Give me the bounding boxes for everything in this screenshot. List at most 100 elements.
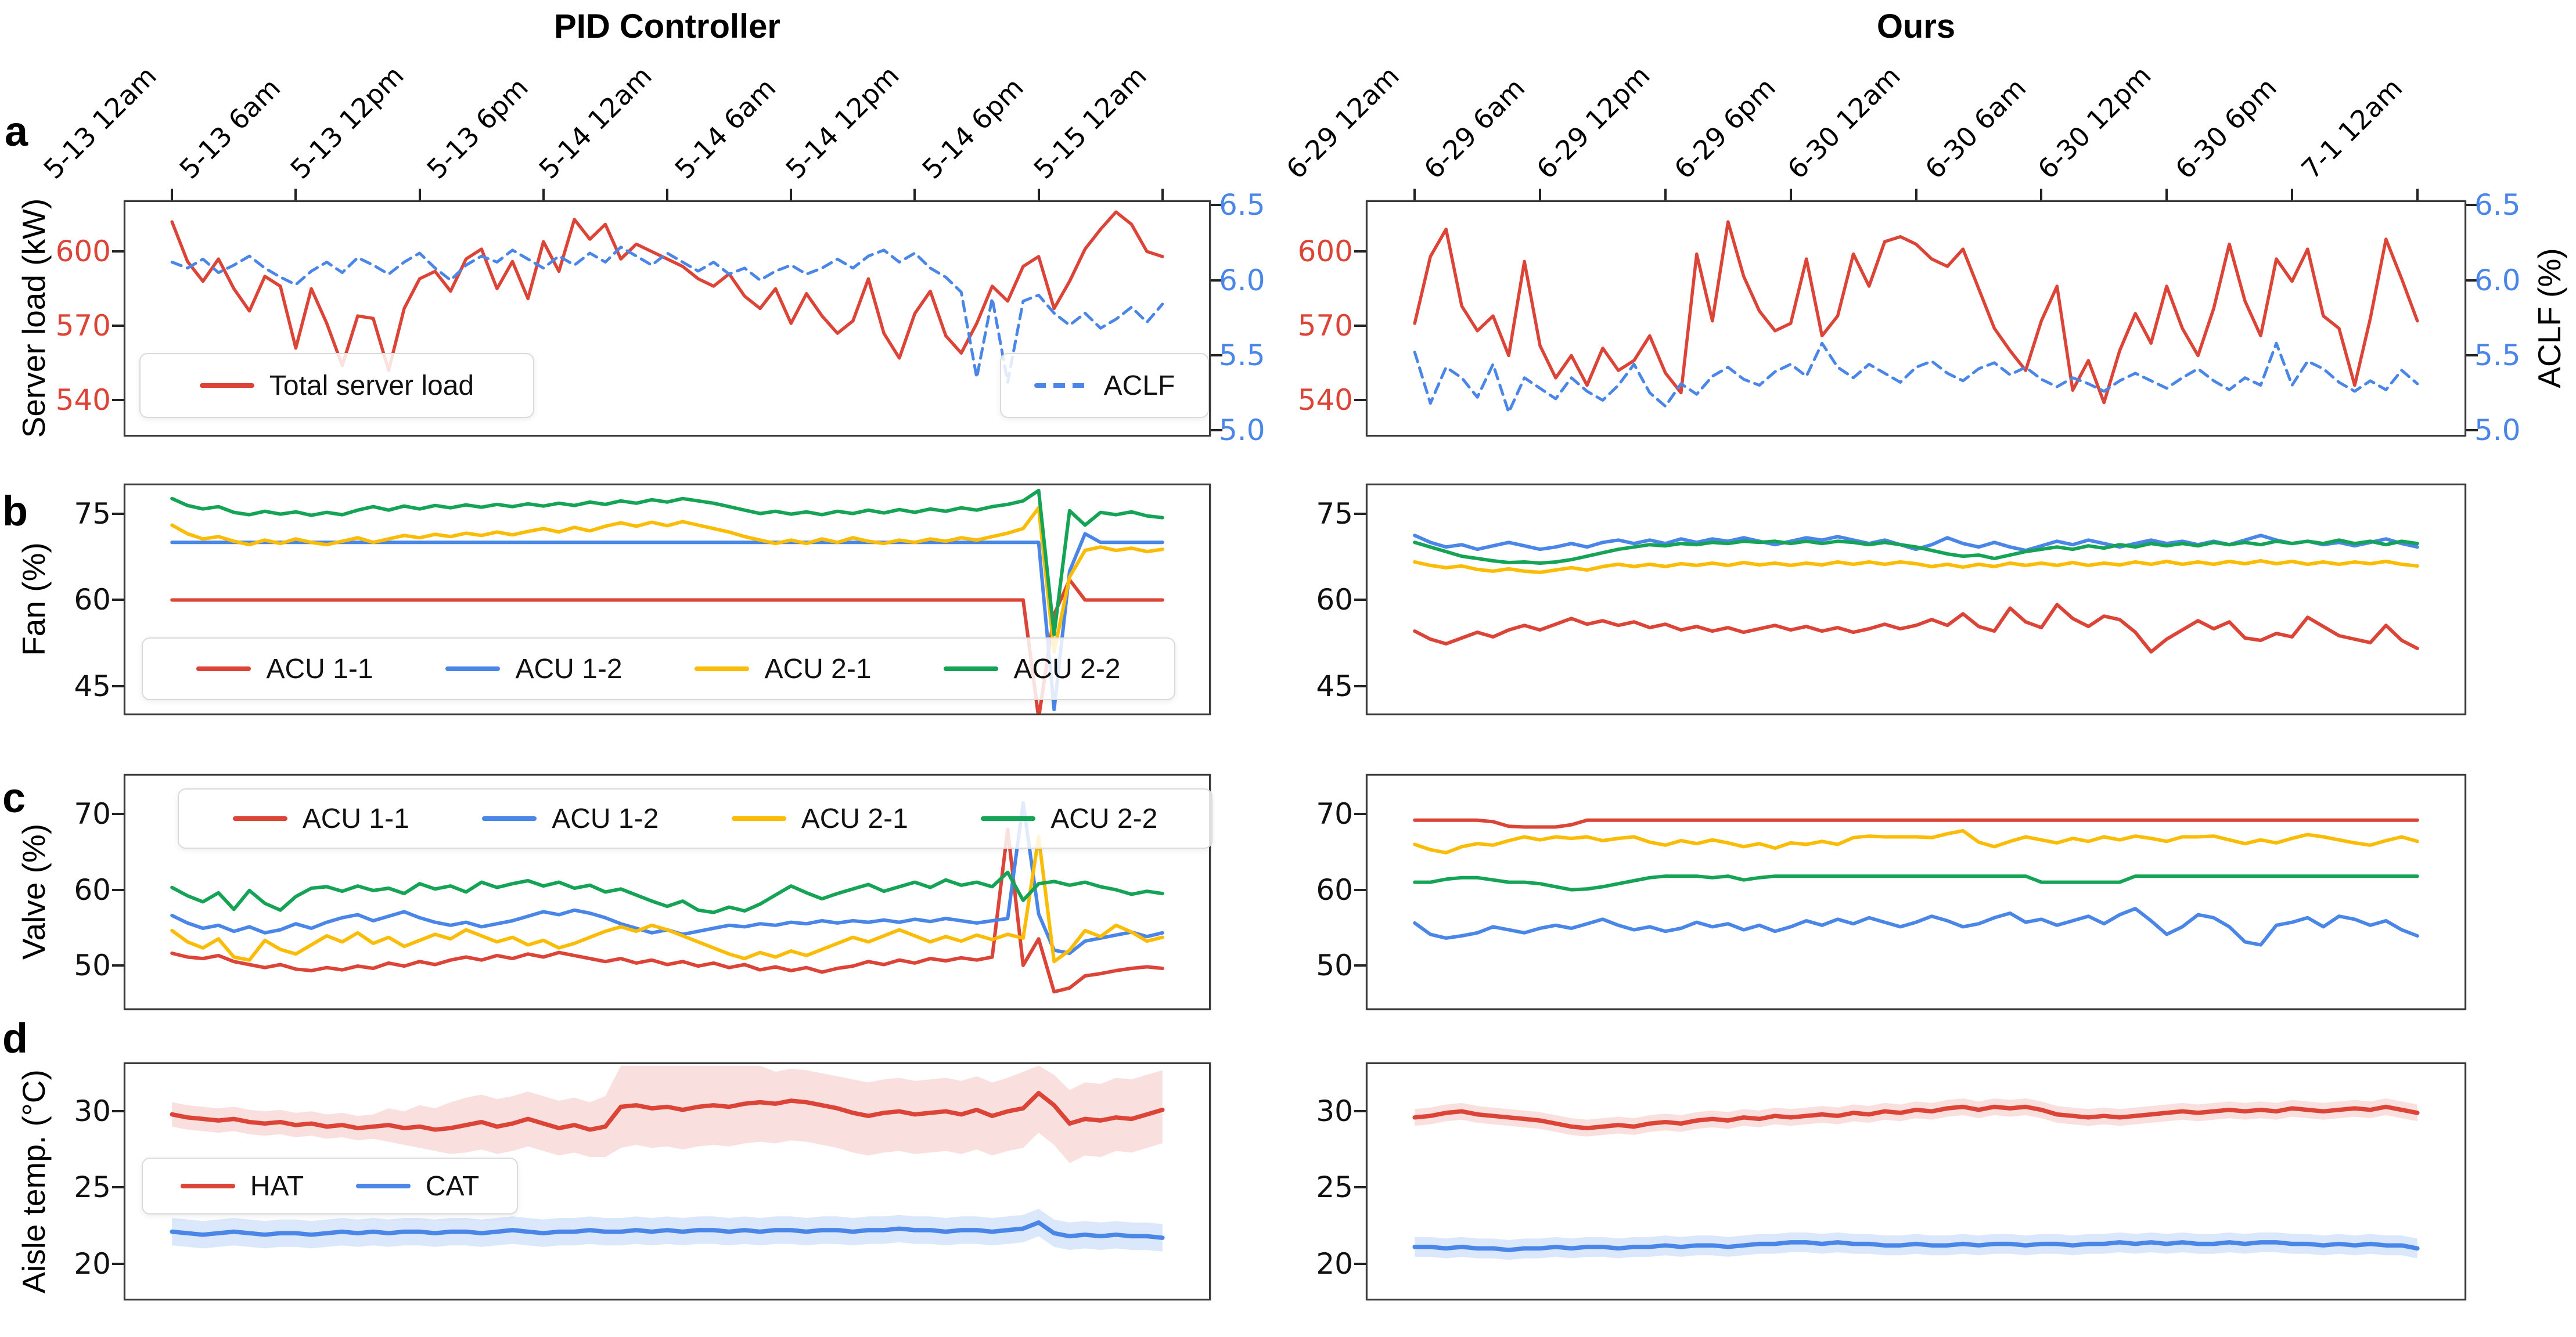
- y-tick-label: 600: [1297, 235, 1353, 269]
- line-Total server load: [170, 210, 1164, 372]
- y-tick-mark: [1354, 1186, 1366, 1189]
- y-tick-label-right: 5.5: [2474, 338, 2521, 372]
- legend-entry-ACU 1-2: ACU 1-2: [445, 653, 623, 685]
- line-CAT: [1412, 1240, 2420, 1252]
- legend-entry-ACU 2-2: ACU 2-2: [981, 803, 1157, 835]
- line-ACU 2-2: [170, 870, 1164, 914]
- legend-label: Total server load: [269, 370, 474, 401]
- line-CAT: [170, 1220, 1165, 1240]
- legend-entry-Total server load: Total server load: [199, 370, 474, 402]
- x-tick-mark: [294, 189, 297, 200]
- chart-canvas-d-left: [170, 1065, 1165, 1252]
- legend-swatch: [180, 1184, 235, 1188]
- x-tick-label: 5-14 6am: [668, 72, 782, 185]
- legend-swatch: [232, 816, 287, 821]
- y-tick-label: 50: [74, 948, 111, 982]
- line-ACU 2-1: [1413, 559, 2419, 574]
- x-tick-mark: [542, 189, 545, 200]
- y-tick-mark: [1354, 1110, 1366, 1113]
- legend-swatch: [482, 816, 537, 821]
- band-HAT: [172, 1065, 1163, 1163]
- legend-swatch: [1034, 383, 1089, 388]
- y-tick-mark-right: [2466, 354, 2478, 356]
- legend-swatch: [355, 1184, 411, 1188]
- y-tick-label: 60: [1316, 873, 1353, 907]
- x-tick-label: 5-13 6am: [173, 72, 287, 185]
- y-tick-mark: [1354, 888, 1366, 891]
- y-tick-label: 45: [1316, 669, 1353, 704]
- line-ACU 1-1: [170, 578, 1164, 713]
- legend-label: ACU 1-2: [515, 653, 623, 684]
- legend-valve-acu: ACU 1-1 ACU 1-2 ACU 2-1 ACU 2-2: [178, 788, 1213, 849]
- legend-fan-acu: ACU 1-1 ACU 1-2 ACU 2-1 ACU 2-2: [142, 637, 1175, 700]
- x-tick-mark: [1037, 189, 1040, 200]
- x-tick-label: 5-14 12pm: [779, 59, 905, 185]
- x-tick-mark: [1664, 189, 1667, 200]
- line-ACU 1-2: [1413, 534, 2419, 553]
- x-tick-mark: [2416, 189, 2419, 200]
- x-tick-label: 6-30 6pm: [2169, 71, 2283, 185]
- legend-entry-ACU 1-1: ACU 1-1: [196, 653, 373, 685]
- y-tick-mark: [112, 1262, 124, 1265]
- line-ACU 2-2: [170, 488, 1164, 636]
- panel-label-a: a: [5, 109, 28, 155]
- x-tick-label: 6-30 12pm: [2031, 59, 2157, 185]
- y-tick-mark: [112, 1110, 124, 1113]
- x-tick-label: 5-15 12am: [1027, 60, 1153, 185]
- y-tick-mark: [112, 325, 124, 327]
- y-tick-mark: [112, 250, 124, 253]
- y-tick-label: 540: [1297, 383, 1353, 417]
- y-tick-mark: [1354, 512, 1366, 515]
- legend-entry-ACU 1-2: ACU 1-2: [482, 803, 659, 835]
- x-tick-mark: [1915, 189, 1917, 200]
- x-tick-label: 6-29 6am: [1417, 72, 1531, 185]
- x-tick-label: 6-29 12am: [1280, 60, 1405, 185]
- y-tick-mark: [112, 399, 124, 402]
- y-tick-mark: [1354, 685, 1366, 688]
- title-ours: Ours: [1876, 8, 1956, 45]
- line-HAT: [170, 1091, 1165, 1132]
- x-tick-mark: [1789, 189, 1792, 200]
- legend-aclf: ACLF: [1000, 353, 1209, 418]
- x-tick-mark: [418, 189, 421, 200]
- y-tick-mark: [1354, 1262, 1366, 1265]
- line-ACU 2-2: [1413, 538, 2419, 565]
- y-tick-mark-right: [2466, 429, 2478, 432]
- legend-total-server-load: Total server load: [139, 353, 534, 418]
- legend-label: ACU 1-1: [266, 653, 373, 684]
- y-tick-mark: [112, 964, 124, 967]
- line-ACU 2-1: [170, 506, 1164, 654]
- y-tick-mark-right: [1211, 429, 1222, 432]
- legend-swatch: [199, 383, 254, 388]
- band-HAT: [1415, 1098, 2417, 1137]
- y-tick-mark: [1354, 399, 1366, 402]
- y-tick-mark-right: [1211, 204, 1222, 207]
- legend-entry-ACU 2-1: ACU 2-1: [695, 653, 872, 685]
- plot-fan-ours: 45 60 75: [1316, 484, 2466, 715]
- title-pid-controller: PID Controller: [554, 8, 780, 45]
- y-tick-mark: [112, 685, 124, 688]
- y-tick-label-right: 6.0: [2474, 263, 2521, 297]
- line-ACLF: [170, 246, 1164, 384]
- chart-canvas-a-right: [1413, 220, 2419, 414]
- legend-label: CAT: [425, 1170, 480, 1202]
- y-tick-mark: [1354, 813, 1366, 816]
- line-Total server load: [1413, 220, 2419, 405]
- y-tick-mark: [112, 1186, 124, 1189]
- chart-canvas-c-right: [1413, 818, 2419, 947]
- x-tick-label: 5-14 6pm: [916, 71, 1030, 185]
- x-tick-label: 6-29 6pm: [1668, 71, 1782, 185]
- x-tick-mark: [2040, 189, 2043, 200]
- line-ACU 2-1: [170, 835, 1164, 964]
- y-tick-label: 20: [1316, 1246, 1353, 1281]
- legend-label: ACU 1-1: [302, 803, 409, 834]
- y-tick-label: 60: [74, 583, 111, 617]
- y-tick-label: 570: [1297, 309, 1353, 343]
- y-tick-label: 25: [1316, 1170, 1353, 1205]
- x-tick-mark: [1161, 189, 1164, 200]
- line-ACLF: [1413, 341, 2419, 414]
- x-tick-label: 5-13 6pm: [420, 71, 534, 185]
- x-tick-label: 5-13 12pm: [284, 59, 411, 185]
- y-tick-label-right: 6.5: [1219, 188, 1265, 222]
- y-tick-label: 30: [1316, 1094, 1353, 1129]
